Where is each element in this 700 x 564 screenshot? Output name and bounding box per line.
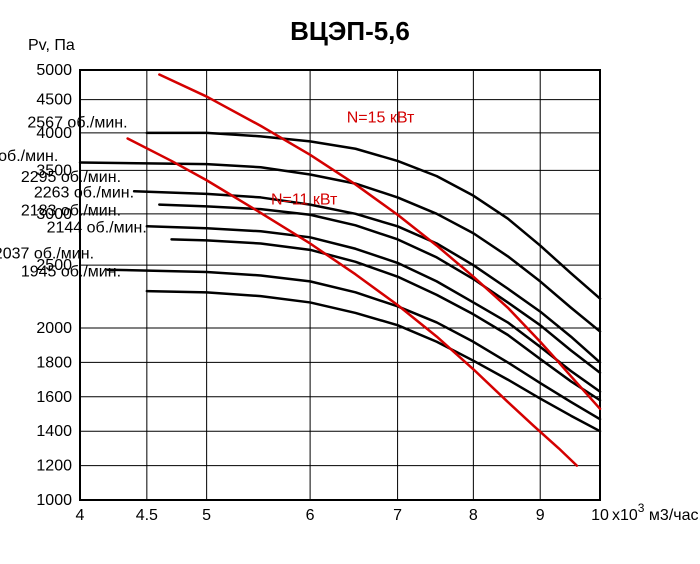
x-tick-label: 8 <box>469 507 478 524</box>
y-tick-label: 4500 <box>36 92 72 109</box>
chart-title: ВЦЭП-5,6 <box>290 16 410 46</box>
rpm-curve-label: 2425 об./мин. <box>0 148 58 165</box>
x-tick-label: 4 <box>76 507 85 524</box>
y-tick-label: 1200 <box>36 458 72 475</box>
fan-performance-chart: { "title": "ВЦЭП-5,6", "y_axis_label": "… <box>0 0 700 564</box>
y-tick-label: 5000 <box>36 62 72 79</box>
x-tick-label: 10 <box>591 507 609 524</box>
y-tick-label: 1600 <box>36 389 72 406</box>
x-tick-label: 7 <box>393 507 402 524</box>
y-tick-label: 2000 <box>36 320 72 337</box>
rpm-curve-label: 2144 об./мин. <box>47 219 147 236</box>
rpm-curve-label: 2567 об./мин. <box>27 114 127 131</box>
rpm-curve-label: 2295 об./мин. <box>21 169 121 186</box>
rpm-curve-label: 2183 об./мин. <box>21 203 121 220</box>
x-tick-label: 5 <box>202 507 211 524</box>
power-curve-label: N=15 кВт <box>347 109 415 126</box>
y-tick-label: 1000 <box>36 492 72 509</box>
power-curve-label: N=11 кВт <box>271 192 338 209</box>
chart-canvas: 44.5567891010001200140016001800200025003… <box>0 0 700 564</box>
x-tick-label: 9 <box>536 507 545 524</box>
rpm-curve-label: 2037 об./мин. <box>0 245 94 262</box>
y-tick-label: 1400 <box>36 423 72 440</box>
y-axis-label: Pv, Па <box>28 37 75 54</box>
y-tick-label: 1800 <box>36 354 72 371</box>
rpm-curve-label: 1945 об./мин. <box>21 264 121 281</box>
rpm-curve-label: 2263 об./мин. <box>34 184 134 201</box>
x-tick-label: 6 <box>306 507 315 524</box>
x-tick-label: 4.5 <box>136 507 158 524</box>
